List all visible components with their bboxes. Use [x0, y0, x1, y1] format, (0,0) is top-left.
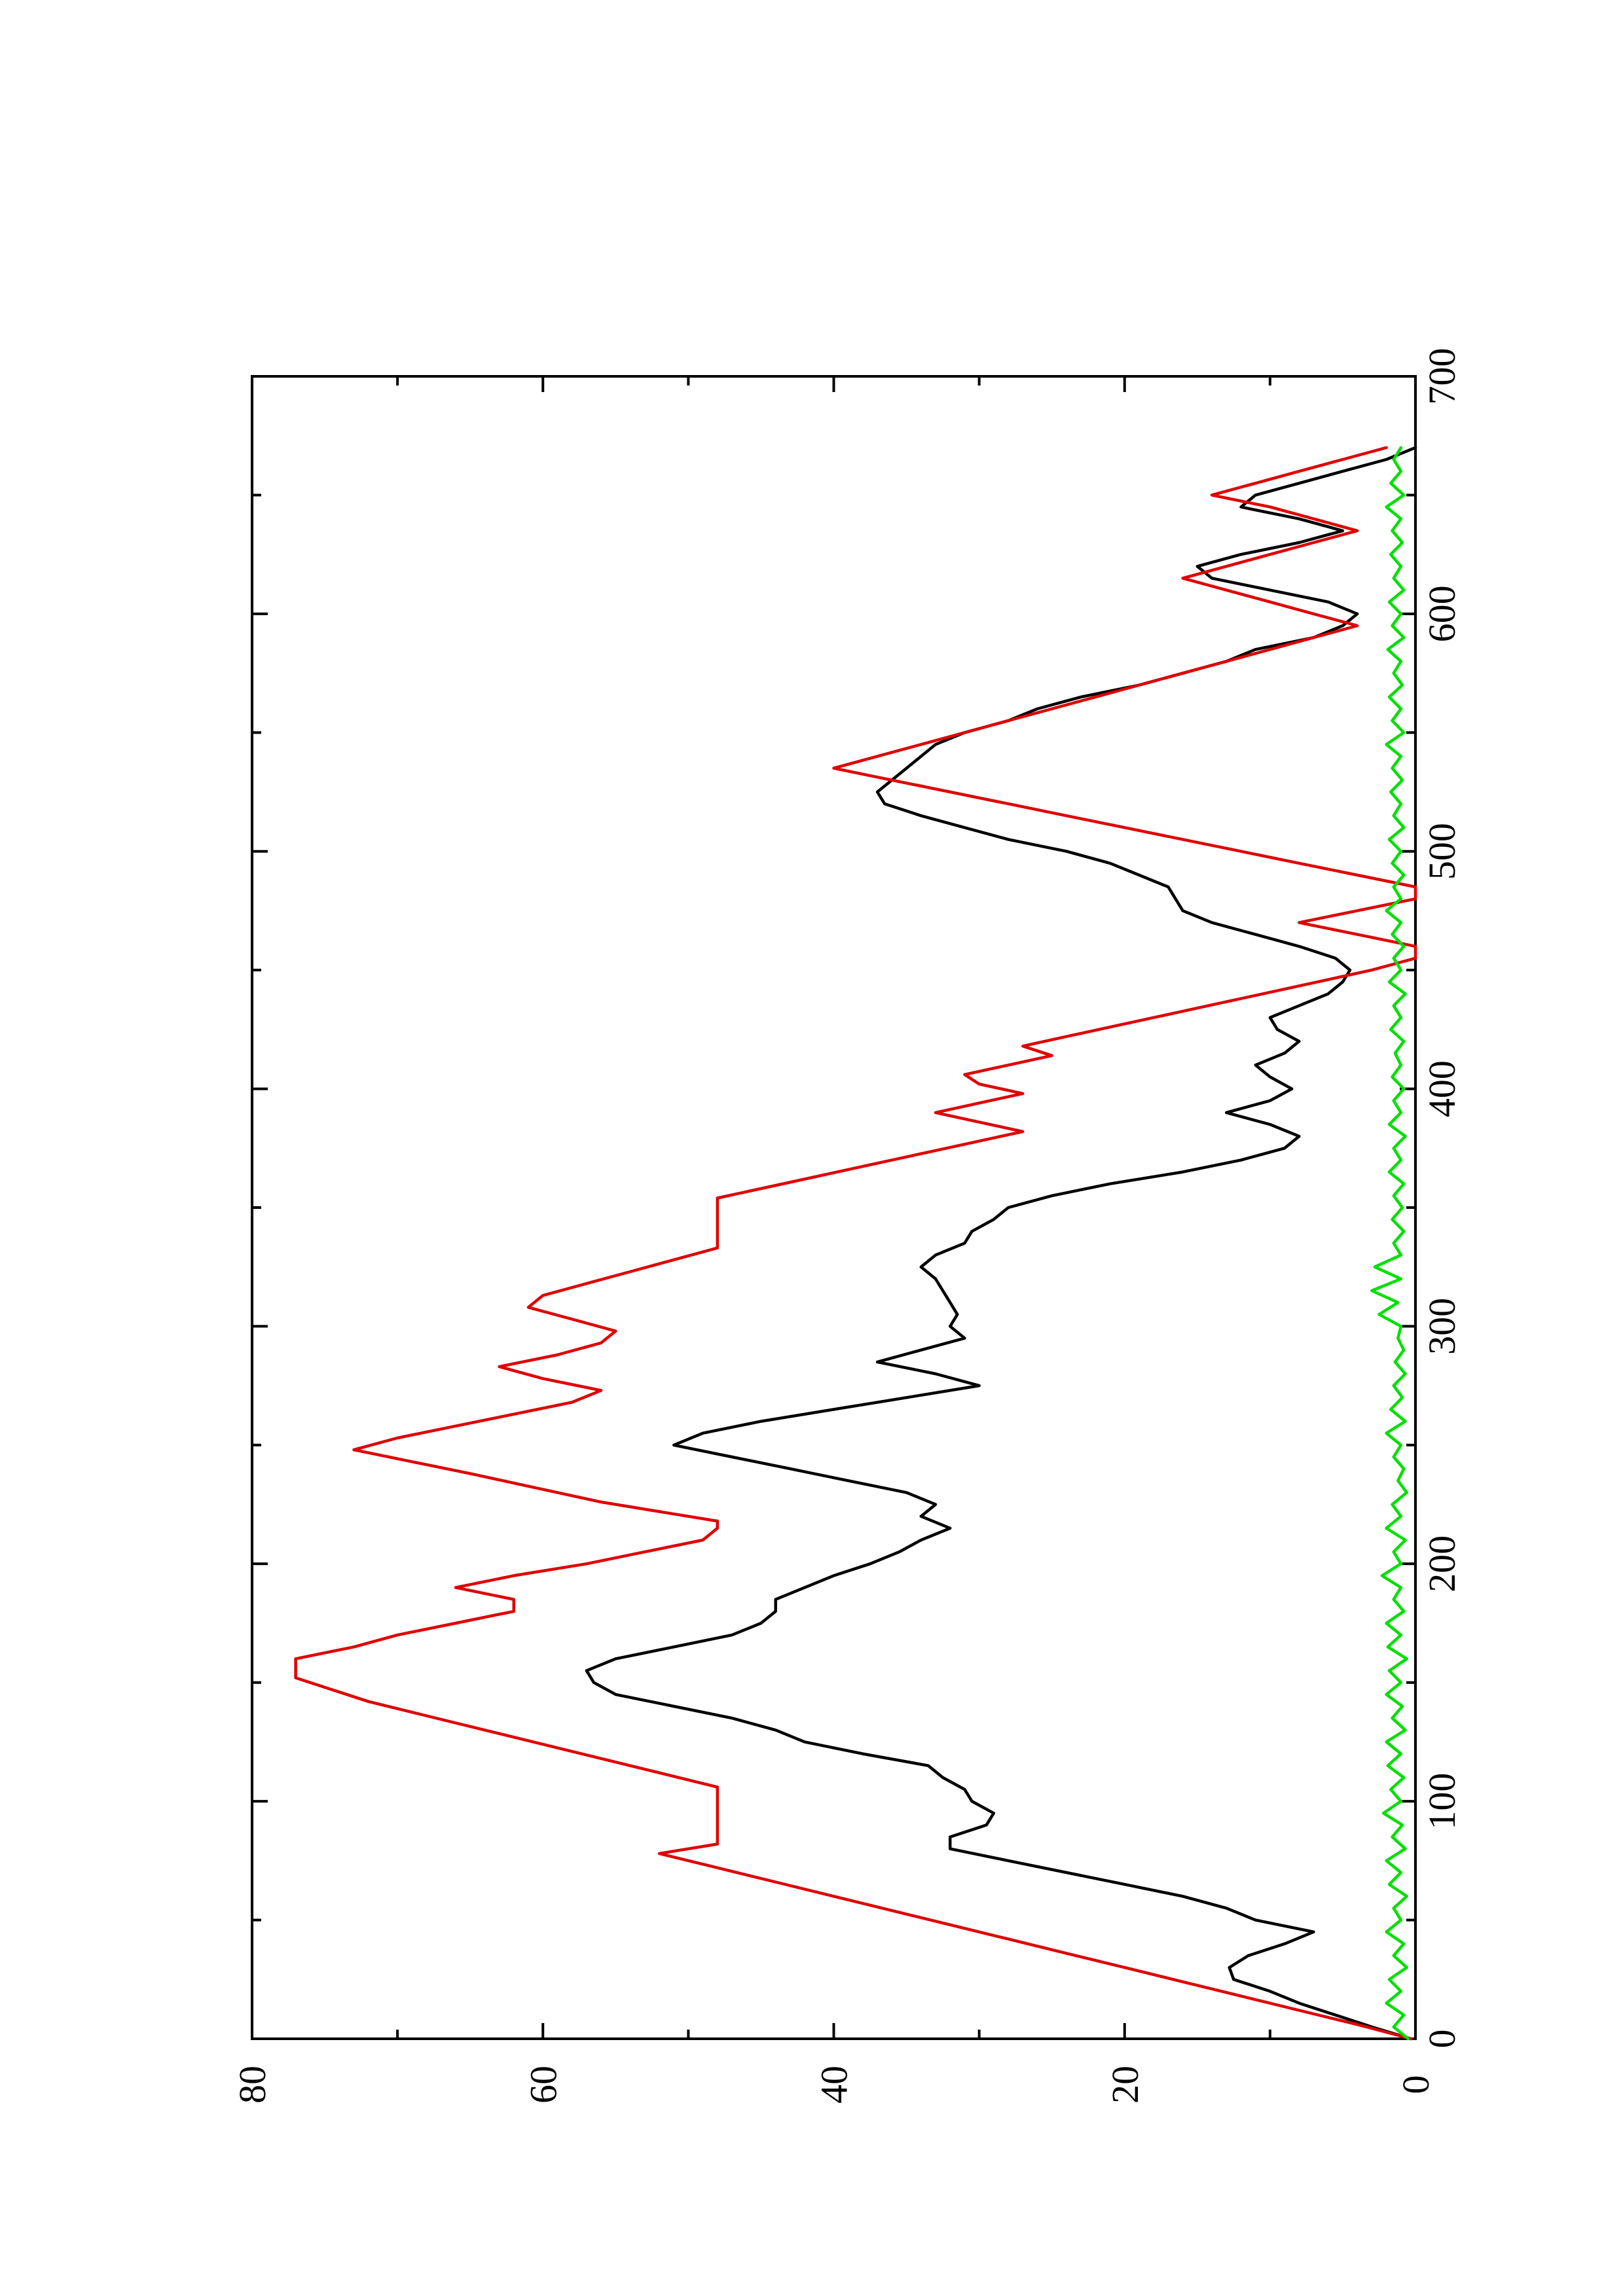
x-tick-label: 500 — [1421, 823, 1463, 880]
series-black-line — [585, 446, 1417, 2041]
y-tick-label: 40 — [813, 2066, 856, 2104]
x-tick-label: 300 — [1421, 1298, 1463, 1355]
y-tick-label: 0 — [1395, 2075, 1437, 2094]
series-red-line — [294, 446, 1417, 2041]
axis-ticks: 0 100 200 300 400 500 600 700 0 20 40 60 80 — [231, 348, 1463, 2104]
x-tick-label: 600 — [1421, 585, 1463, 642]
x-tick-label: 0 — [1421, 2030, 1463, 2049]
x-tick-label: 100 — [1421, 1773, 1463, 1830]
x-tick-label: 700 — [1421, 348, 1463, 405]
series-layer — [294, 446, 1417, 2041]
y-tick-label: 80 — [231, 2066, 274, 2104]
x-tick-label: 400 — [1421, 1060, 1463, 1117]
y-tick-label: 60 — [522, 2066, 564, 2104]
series-green-line — [1370, 446, 1410, 2041]
y-tick-label: 20 — [1104, 2066, 1146, 2104]
plot-frame — [251, 375, 1417, 2040]
x-tick-label: 200 — [1421, 1535, 1463, 1592]
